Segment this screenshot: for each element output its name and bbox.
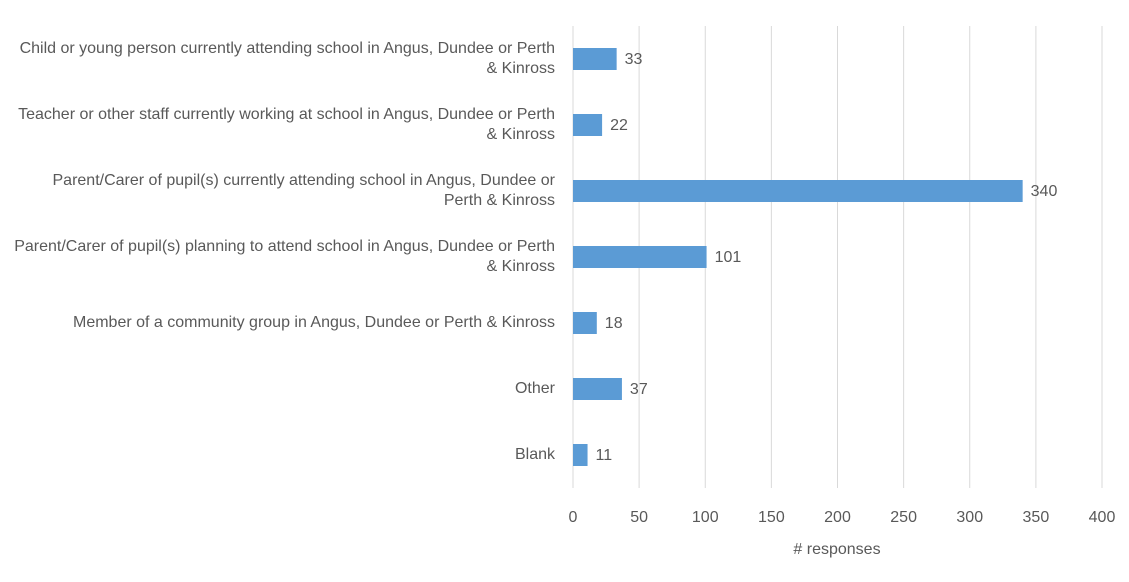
value-label: 101 (715, 249, 742, 266)
x-tick-label: 100 (692, 509, 719, 526)
y-tick-label: Teacher or other staff currently working… (18, 106, 555, 143)
y-tick-label: Parent/Carer of pupil(s) currently atten… (52, 172, 556, 209)
x-axis-title: # responses (793, 541, 880, 558)
bar (573, 48, 617, 70)
value-label: 340 (1031, 183, 1058, 200)
value-label: 18 (605, 315, 623, 332)
bar (573, 180, 1023, 202)
x-tick-label: 150 (758, 509, 785, 526)
x-tick-label: 0 (569, 509, 578, 526)
value-label: 37 (630, 381, 648, 398)
y-tick-label: Child or young person currently attendin… (19, 40, 555, 77)
bar (573, 114, 603, 136)
y-tick-label: Other (514, 380, 555, 397)
y-tick-label: Blank (514, 446, 555, 463)
bar (573, 312, 597, 334)
x-tick-label: 400 (1089, 509, 1116, 526)
bar (573, 378, 622, 400)
x-tick-label: 200 (824, 509, 851, 526)
y-tick-label: Parent/Carer of pupil(s) planning to att… (14, 238, 555, 275)
x-tick-label: 250 (890, 509, 917, 526)
value-label: 33 (625, 51, 643, 68)
bar (573, 444, 588, 466)
y-tick-label: Member of a community group in Angus, Du… (72, 314, 555, 331)
x-tick-label: 50 (630, 509, 648, 526)
x-tick-label: 350 (1023, 509, 1050, 526)
x-tick-label: 300 (956, 509, 983, 526)
bar (573, 246, 707, 268)
value-label: 22 (610, 117, 628, 134)
value-label: 11 (596, 447, 613, 464)
